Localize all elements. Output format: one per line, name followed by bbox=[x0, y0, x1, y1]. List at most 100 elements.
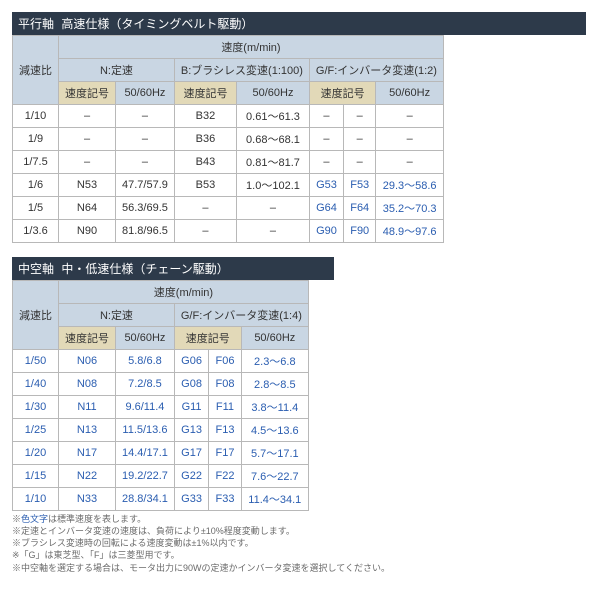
table-row: 1/20N1714.4/17.1G17F175.7～17.1 bbox=[13, 442, 309, 465]
table-cell: G11 bbox=[174, 396, 208, 419]
t1-group-gf: G/F:インバータ変速(1:2) bbox=[309, 59, 443, 82]
note-blue-text: 色文字 bbox=[21, 514, 48, 524]
table-cell: F17 bbox=[209, 442, 242, 465]
table-row: 1/9––B360.68～68.1––– bbox=[13, 128, 444, 151]
table-cell: 56.3/69.5 bbox=[116, 197, 175, 220]
table2: 減速比 速度(m/min) N:定速 G/F:インバータ変速(1:4) 速度記号… bbox=[12, 280, 309, 511]
table-cell: G06 bbox=[174, 350, 208, 373]
t1-sub-hz: 50/60Hz bbox=[237, 82, 310, 105]
table-cell: B43 bbox=[174, 151, 236, 174]
table1: 減速比 速度(m/min) N:定速 B:ブラシレス変速(1:100) G/F:… bbox=[12, 35, 444, 243]
table-cell: 3.8～11.4 bbox=[241, 396, 308, 419]
table-cell: G64 bbox=[309, 197, 343, 220]
table2-title-sub: 中・低速仕様（チェーン駆動） bbox=[61, 262, 228, 276]
table-cell: 1.0～102.1 bbox=[237, 174, 310, 197]
t1-sub-code: 速度記号 bbox=[59, 82, 116, 105]
table-cell: N11 bbox=[59, 396, 116, 419]
table-cell: 1/50 bbox=[13, 350, 59, 373]
table-cell: 2.8～8.5 bbox=[241, 373, 308, 396]
table-row: 1/40N087.2/8.5G08F082.8～8.5 bbox=[13, 373, 309, 396]
table-cell: G53 bbox=[309, 174, 343, 197]
table-row: 1/7.5––B430.81～81.7––– bbox=[13, 151, 444, 174]
table-cell: G33 bbox=[174, 488, 208, 511]
table-cell: 48.9～97.6 bbox=[376, 220, 444, 243]
table-cell: F22 bbox=[209, 465, 242, 488]
table-cell: – bbox=[376, 151, 444, 174]
table1-title-main: 平行軸 bbox=[18, 17, 54, 31]
table-cell: 1/20 bbox=[13, 442, 59, 465]
table-cell: N64 bbox=[59, 197, 116, 220]
table-cell: 28.8/34.1 bbox=[116, 488, 175, 511]
table-cell: N22 bbox=[59, 465, 116, 488]
t1-group-b: B:ブラシレス変速(1:100) bbox=[174, 59, 309, 82]
t2-sub-hz: 50/60Hz bbox=[116, 327, 175, 350]
table-cell: N90 bbox=[59, 220, 116, 243]
table-cell: 1/3.6 bbox=[13, 220, 59, 243]
table-cell: 11.5/13.6 bbox=[116, 419, 175, 442]
table-cell: 0.68～68.1 bbox=[237, 128, 310, 151]
table-cell: N53 bbox=[59, 174, 116, 197]
table-cell: F90 bbox=[344, 220, 376, 243]
table-row: 1/3.6N9081.8/96.5––G90F9048.9～97.6 bbox=[13, 220, 444, 243]
table-cell: F64 bbox=[344, 197, 376, 220]
table-row: 1/6N5347.7/57.9B531.0～102.1G53F5329.3～58… bbox=[13, 174, 444, 197]
table-row: 1/15N2219.2/22.7G22F227.6～22.7 bbox=[13, 465, 309, 488]
table-cell: – bbox=[59, 128, 116, 151]
t2-top-header: 速度(m/min) bbox=[59, 281, 309, 304]
table-cell: – bbox=[116, 151, 175, 174]
notes: ※色文字は標準速度を表します。 ※定速とインバータ変速の速度は、負荷により±10… bbox=[12, 513, 588, 574]
t1-group-n: N:定速 bbox=[59, 59, 175, 82]
table1-title-sub: 高速仕様（タイミングベルト駆動） bbox=[61, 17, 253, 31]
table-cell: 5.8/6.8 bbox=[116, 350, 175, 373]
table-cell: N13 bbox=[59, 419, 116, 442]
t2-group-n: N:定速 bbox=[59, 304, 175, 327]
table-cell: G17 bbox=[174, 442, 208, 465]
t2-col-ratio: 減速比 bbox=[13, 281, 59, 350]
t2-sub-code: 速度記号 bbox=[174, 327, 241, 350]
table-cell: F33 bbox=[209, 488, 242, 511]
t1-col-ratio: 減速比 bbox=[13, 36, 59, 105]
note-line: ※ブラシレス変速時の回転による速度変動は±1%以内です。 bbox=[12, 537, 588, 549]
table-cell: – bbox=[376, 128, 444, 151]
table-cell: 35.2～70.3 bbox=[376, 197, 444, 220]
t1-sub-code: 速度記号 bbox=[309, 82, 375, 105]
note-line: ※色文字は標準速度を表します。 bbox=[12, 513, 588, 525]
table-row: 1/25N1311.5/13.6G13F134.5～13.6 bbox=[13, 419, 309, 442]
table-cell: N33 bbox=[59, 488, 116, 511]
table-cell: 29.3～58.6 bbox=[376, 174, 444, 197]
t1-top-header: 速度(m/min) bbox=[59, 36, 444, 59]
t2-sub-hz: 50/60Hz bbox=[241, 327, 308, 350]
table-cell: 7.2/8.5 bbox=[116, 373, 175, 396]
table-cell: 19.2/22.7 bbox=[116, 465, 175, 488]
table-cell: 9.6/11.4 bbox=[116, 396, 175, 419]
table-cell: 5.7～17.1 bbox=[241, 442, 308, 465]
note-text: は標準速度を表します。 bbox=[48, 514, 146, 524]
table-cell: N06 bbox=[59, 350, 116, 373]
table-cell: 0.61～61.3 bbox=[237, 105, 310, 128]
table2-title-bar: 中空軸 中・低速仕様（チェーン駆動） bbox=[12, 257, 334, 280]
table-cell: B32 bbox=[174, 105, 236, 128]
table-row: 1/50N065.8/6.8G06F062.3～6.8 bbox=[13, 350, 309, 373]
table-cell: – bbox=[59, 105, 116, 128]
table-cell: 14.4/17.1 bbox=[116, 442, 175, 465]
table-cell: N08 bbox=[59, 373, 116, 396]
table-cell: 11.4～34.1 bbox=[241, 488, 308, 511]
table-cell: G90 bbox=[309, 220, 343, 243]
table-cell: – bbox=[237, 220, 310, 243]
table-cell: 1/25 bbox=[13, 419, 59, 442]
table-cell: 0.81～81.7 bbox=[237, 151, 310, 174]
table-cell: F06 bbox=[209, 350, 242, 373]
table-cell: 1/6 bbox=[13, 174, 59, 197]
table-cell: – bbox=[344, 105, 376, 128]
t1-sub-code: 速度記号 bbox=[174, 82, 236, 105]
table-row: 1/10N3328.8/34.1G33F3311.4～34.1 bbox=[13, 488, 309, 511]
note-text: ※ bbox=[12, 514, 21, 524]
table-cell: 7.6～22.7 bbox=[241, 465, 308, 488]
table-row: 1/10––B320.61～61.3––– bbox=[13, 105, 444, 128]
note-line: ※定速とインバータ変速の速度は、負荷により±10%程度変動します。 bbox=[12, 525, 588, 537]
table-row: 1/5N6456.3/69.5––G64F6435.2～70.3 bbox=[13, 197, 444, 220]
table-cell: G22 bbox=[174, 465, 208, 488]
t1-sub-hz: 50/60Hz bbox=[116, 82, 175, 105]
table-cell: – bbox=[116, 105, 175, 128]
table-cell: – bbox=[174, 197, 236, 220]
